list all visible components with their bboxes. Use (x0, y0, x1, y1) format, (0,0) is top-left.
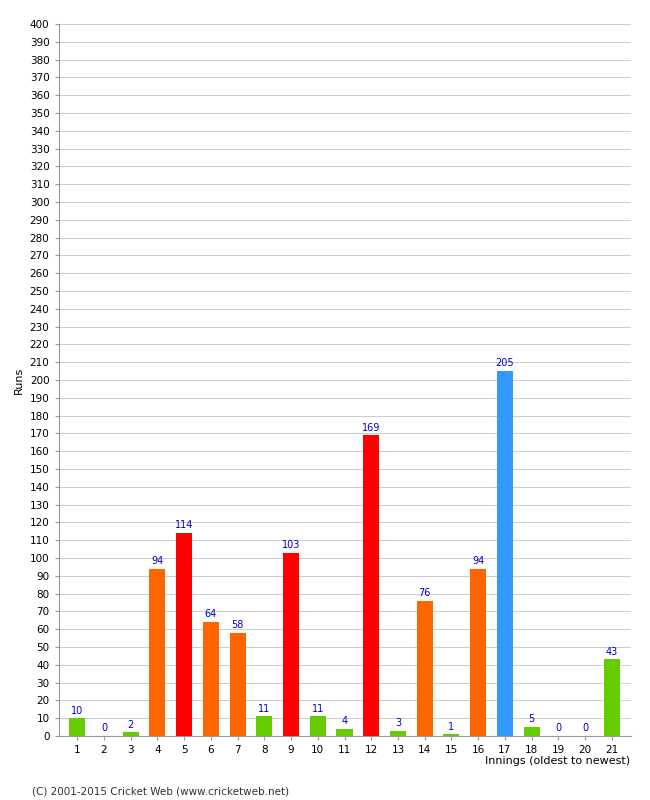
Bar (337, 729, 352, 736)
Bar (417, 601, 433, 736)
Text: 10: 10 (71, 706, 83, 715)
Bar (363, 435, 379, 736)
Text: (C) 2001-2015 Cricket Web (www.cricketweb.net): (C) 2001-2015 Cricket Web (www.cricketwe… (32, 786, 290, 796)
Bar (524, 727, 539, 736)
Bar (123, 733, 138, 736)
Bar (229, 633, 246, 736)
Bar (497, 371, 513, 736)
Text: 76: 76 (419, 588, 431, 598)
Text: 64: 64 (205, 610, 217, 619)
Text: 0: 0 (101, 723, 107, 734)
Text: 169: 169 (362, 422, 380, 433)
Text: 11: 11 (311, 704, 324, 714)
Text: 205: 205 (495, 358, 514, 369)
Bar (176, 533, 192, 736)
Text: 58: 58 (231, 620, 244, 630)
Text: 3: 3 (395, 718, 401, 728)
Bar (150, 569, 165, 736)
Text: 114: 114 (175, 521, 193, 530)
Text: 94: 94 (151, 556, 164, 566)
Bar (604, 659, 620, 736)
Y-axis label: Runs: Runs (14, 366, 24, 394)
Text: 94: 94 (472, 556, 484, 566)
Text: 103: 103 (282, 540, 300, 550)
Bar (256, 717, 272, 736)
Bar (203, 622, 219, 736)
Bar (443, 734, 460, 736)
Text: 1: 1 (448, 722, 454, 731)
Bar (69, 718, 85, 736)
Bar (470, 569, 486, 736)
Bar (283, 553, 299, 736)
Text: 43: 43 (606, 646, 618, 657)
Text: 11: 11 (258, 704, 270, 714)
Text: 0: 0 (582, 723, 588, 734)
Text: 4: 4 (341, 716, 348, 726)
Bar (390, 730, 406, 736)
Text: 0: 0 (555, 723, 562, 734)
Text: 5: 5 (528, 714, 535, 725)
Bar (310, 717, 326, 736)
Text: Innings (oldest to newest): Innings (oldest to newest) (486, 756, 630, 766)
Text: 2: 2 (127, 720, 134, 730)
